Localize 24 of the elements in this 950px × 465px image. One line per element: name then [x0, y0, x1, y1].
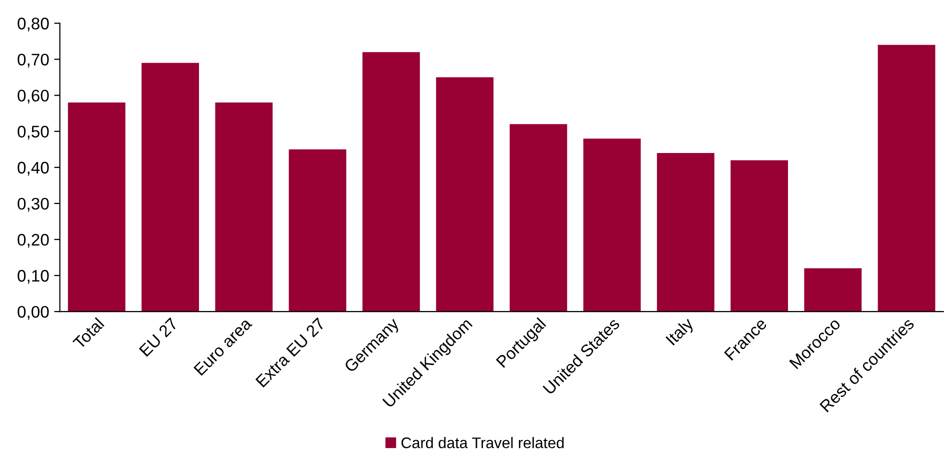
x-tick-label: Italy	[665, 316, 697, 348]
bar	[142, 62, 199, 312]
bar	[804, 268, 862, 312]
bar	[362, 52, 420, 312]
bar	[510, 124, 568, 312]
bar	[68, 102, 126, 312]
bar	[583, 138, 641, 312]
bar	[288, 149, 346, 312]
bar	[878, 44, 936, 312]
y-tick-label: 0,30	[18, 198, 49, 212]
bar	[656, 152, 714, 312]
y-tick-label: 0,00	[18, 306, 49, 320]
bar	[215, 102, 273, 312]
legend-label: Card data Travel related	[401, 437, 564, 448]
y-tick-label: 0,10	[18, 270, 49, 284]
y-tick-label: 0,80	[18, 18, 49, 32]
bar	[730, 160, 788, 312]
y-tick-label: 0,40	[18, 162, 49, 176]
y-tick-label: 0,70	[18, 54, 49, 68]
x-tick-label: EU 27	[138, 317, 178, 357]
bar	[436, 77, 494, 312]
y-tick-label: 0,60	[18, 90, 49, 104]
y-tick-label: 0,20	[18, 234, 49, 248]
y-tick-label: 0,50	[18, 126, 49, 140]
